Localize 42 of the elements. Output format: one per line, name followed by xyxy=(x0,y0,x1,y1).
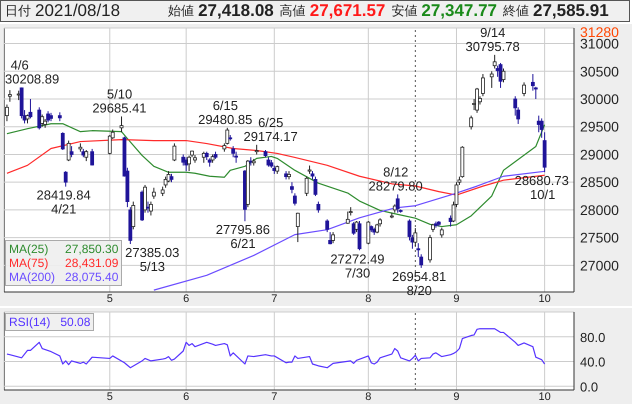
x-tick-label: 10 xyxy=(538,292,551,305)
annotation: 6/15 29480.85 xyxy=(198,98,252,127)
annotation: 4/6 30208.89 xyxy=(5,57,60,86)
y-tick-label: 80.0 xyxy=(580,330,606,345)
annotation: 28419.84 4/21 xyxy=(36,188,91,217)
x-tick-label: 6 xyxy=(183,292,190,305)
annotation: 27272.49 7/30 xyxy=(330,251,385,280)
x-tick-label: 6 xyxy=(183,390,190,403)
x-tick-label: 8 xyxy=(365,390,372,403)
annotation: 28,075.40 xyxy=(65,270,118,284)
y-tick-label: 29500 xyxy=(580,118,620,135)
annotation: 28,431.09 xyxy=(65,256,118,270)
text: MA(200) xyxy=(9,270,56,284)
x-tick-label: 5 xyxy=(106,292,113,305)
chart-title: 日付 2021/08/18 始値 27,418.08 高値 27,671.57 安値 27,347.77 終値 27,585.91 xyxy=(5,1,609,20)
y-tick-label: 0.0 xyxy=(580,379,598,394)
text: MA(75) xyxy=(9,256,48,270)
y-tick-label: 27500 xyxy=(580,230,620,246)
annotation: 50.08 xyxy=(60,315,90,329)
y-tick-label: 40.0 xyxy=(580,354,606,370)
x-tick-label: 5 xyxy=(106,390,113,403)
x-tick-label: 7 xyxy=(271,292,278,305)
annotation: 5/10 29685.41 xyxy=(92,86,147,116)
annotation: 27,850.30 xyxy=(65,242,118,256)
series-label: RSI(14) xyxy=(9,315,50,329)
annotation: 9/14 30795.78 xyxy=(465,24,520,54)
text: MA(25) xyxy=(9,242,48,256)
x-tick-label: 9 xyxy=(453,292,460,305)
annotation: 28680.73 10/1 xyxy=(514,173,569,202)
y-tick-label: 27000 xyxy=(580,257,620,274)
y-tick-label: 30000 xyxy=(580,90,620,107)
y-tick-label: 28500 xyxy=(580,174,620,190)
y-tick-label: 31280 xyxy=(580,24,620,40)
y-tick-label: 30500 xyxy=(580,63,620,80)
annotation: 27385.03 5/13 xyxy=(125,245,180,274)
x-tick-label: 8 xyxy=(365,292,372,305)
y-tick-label: 29000 xyxy=(580,146,620,162)
x-tick-label: 10 xyxy=(538,390,551,403)
x-tick-label: 7 xyxy=(271,390,278,403)
y-tick-label: 28000 xyxy=(580,202,620,218)
annotation: 27795.86 6/21 xyxy=(216,222,270,252)
x-tick-label: 9 xyxy=(453,390,460,403)
